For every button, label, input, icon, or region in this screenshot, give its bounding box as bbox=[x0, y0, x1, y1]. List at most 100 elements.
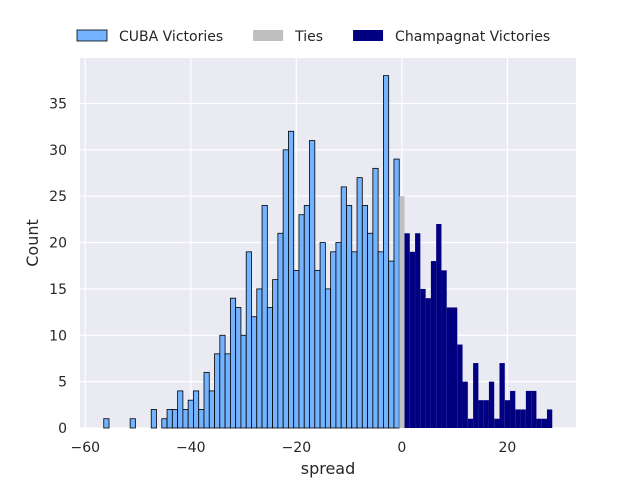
bar-cuba-victories bbox=[171, 409, 179, 429]
x-axis-label: spread bbox=[301, 459, 356, 478]
y-tick-label: 5 bbox=[58, 375, 67, 391]
bar-champagnat-victories bbox=[499, 363, 505, 428]
x-tick-label: −40 bbox=[176, 440, 206, 456]
bar-cuba-victories bbox=[309, 140, 316, 429]
bar-cuba-victories bbox=[298, 214, 305, 429]
bar-champagnat-victories bbox=[425, 298, 431, 428]
y-tick-labels: 0 5 10 15 20 25 30 35 bbox=[49, 96, 67, 437]
legend-swatch-ties bbox=[253, 30, 284, 41]
y-tick-label: 0 bbox=[58, 421, 67, 437]
bar-cuba-victories bbox=[383, 75, 390, 429]
bar-cuba-victories bbox=[219, 334, 226, 429]
x-tick-label: −60 bbox=[71, 440, 101, 456]
bar-cuba-victories bbox=[261, 205, 268, 429]
bar-cuba-victories bbox=[303, 205, 310, 429]
bars bbox=[103, 75, 553, 429]
bar-champagnat-victories bbox=[525, 390, 532, 428]
bar-cuba-victories bbox=[346, 205, 353, 429]
bar-champagnat-victories bbox=[467, 418, 474, 428]
bar-cuba-victories bbox=[203, 371, 210, 429]
legend: CUBA Victories Ties Champagnat Victories bbox=[76, 29, 550, 45]
bar-cuba-victories bbox=[198, 409, 205, 429]
bar-cuba-victories bbox=[319, 242, 326, 429]
bar-cuba-victories bbox=[393, 158, 400, 429]
bar-cuba-victories bbox=[288, 130, 295, 429]
bar-cuba-victories bbox=[314, 269, 321, 429]
bar-champagnat-victories bbox=[473, 363, 479, 428]
bar-champagnat-victories bbox=[531, 390, 537, 428]
legend-label-ties: Ties bbox=[294, 29, 323, 45]
legend-swatch-champagnat-victories bbox=[353, 30, 384, 41]
bar-champagnat-victories bbox=[404, 233, 410, 428]
bar-ties bbox=[399, 196, 405, 428]
bar-cuba-victories bbox=[229, 297, 237, 429]
bar-champagnat-victories bbox=[510, 390, 516, 428]
x-tick-label: −20 bbox=[282, 440, 312, 456]
bar-cuba-victories bbox=[103, 418, 110, 429]
bar-champagnat-victories bbox=[541, 418, 547, 428]
bar-cuba-victories bbox=[129, 418, 136, 429]
bar-champagnat-victories bbox=[494, 418, 500, 428]
bar-cuba-victories bbox=[272, 279, 279, 429]
bar-cuba-victories bbox=[367, 232, 374, 429]
bar-champagnat-victories bbox=[420, 288, 426, 428]
bar-cuba-victories bbox=[161, 418, 168, 429]
y-tick-label: 35 bbox=[49, 96, 67, 112]
bar-cuba-victories bbox=[182, 409, 189, 429]
bar-champagnat-victories bbox=[462, 381, 468, 428]
x-tick-labels: −60 −40 −20 0 20 bbox=[71, 440, 517, 456]
bar-cuba-victories bbox=[377, 251, 384, 429]
grid-lines bbox=[80, 58, 576, 429]
bar-cuba-victories bbox=[193, 390, 200, 429]
bar-cuba-victories bbox=[388, 260, 395, 429]
bar-champagnat-victories bbox=[520, 409, 526, 428]
bar-champagnat-victories bbox=[515, 409, 521, 428]
bar-cuba-victories bbox=[282, 149, 289, 429]
bar-champagnat-victories bbox=[488, 381, 495, 428]
bar-cuba-victories bbox=[330, 251, 337, 429]
bar-cuba-victories bbox=[277, 232, 284, 429]
bar-cuba-victories bbox=[340, 186, 347, 429]
y-tick-label: 15 bbox=[49, 282, 67, 298]
y-tick-label: 10 bbox=[49, 328, 67, 344]
bar-cuba-victories bbox=[335, 242, 342, 429]
y-axis-label: Count bbox=[23, 219, 42, 267]
x-tick-label: 20 bbox=[498, 440, 516, 456]
bar-champagnat-victories bbox=[457, 344, 463, 428]
bar-cuba-victories bbox=[356, 177, 363, 429]
bar-cuba-victories bbox=[266, 307, 273, 429]
bar-champagnat-victories bbox=[452, 307, 458, 428]
bar-cuba-victories bbox=[224, 353, 231, 429]
y-tick-label: 20 bbox=[49, 236, 67, 252]
legend-swatch-cuba-victories bbox=[76, 29, 108, 42]
x-tick-label: 0 bbox=[397, 440, 406, 456]
bar-cuba-victories bbox=[214, 353, 221, 429]
bar-champagnat-victories bbox=[478, 400, 484, 428]
bar-champagnat-victories bbox=[441, 270, 447, 428]
legend-label-cuba-victories: CUBA Victories bbox=[119, 29, 223, 45]
bar-champagnat-victories bbox=[430, 261, 437, 428]
y-tick-label: 25 bbox=[49, 189, 67, 205]
bar-cuba-victories bbox=[351, 251, 358, 429]
bar-champagnat-victories bbox=[483, 400, 489, 428]
bar-cuba-victories bbox=[187, 399, 194, 429]
bar-cuba-victories bbox=[240, 334, 247, 429]
y-tick-label: 30 bbox=[49, 143, 67, 159]
bar-cuba-victories bbox=[361, 205, 368, 429]
bar-champagnat-victories bbox=[409, 251, 416, 428]
bar-cuba-victories bbox=[251, 316, 258, 429]
bar-cuba-victories bbox=[150, 409, 157, 429]
bar-cuba-victories bbox=[293, 269, 300, 429]
bar-cuba-victories bbox=[324, 288, 332, 429]
bar-cuba-victories bbox=[245, 251, 252, 429]
bar-cuba-victories bbox=[166, 409, 173, 429]
bar-champagnat-victories bbox=[415, 233, 421, 428]
bar-cuba-victories bbox=[208, 390, 215, 429]
bar-champagnat-victories bbox=[446, 307, 452, 428]
bar-champagnat-victories bbox=[546, 409, 553, 428]
bar-cuba-victories bbox=[235, 307, 242, 429]
bar-cuba-victories bbox=[256, 288, 263, 429]
bar-champagnat-victories bbox=[436, 223, 442, 428]
bar-champagnat-victories bbox=[536, 418, 542, 428]
